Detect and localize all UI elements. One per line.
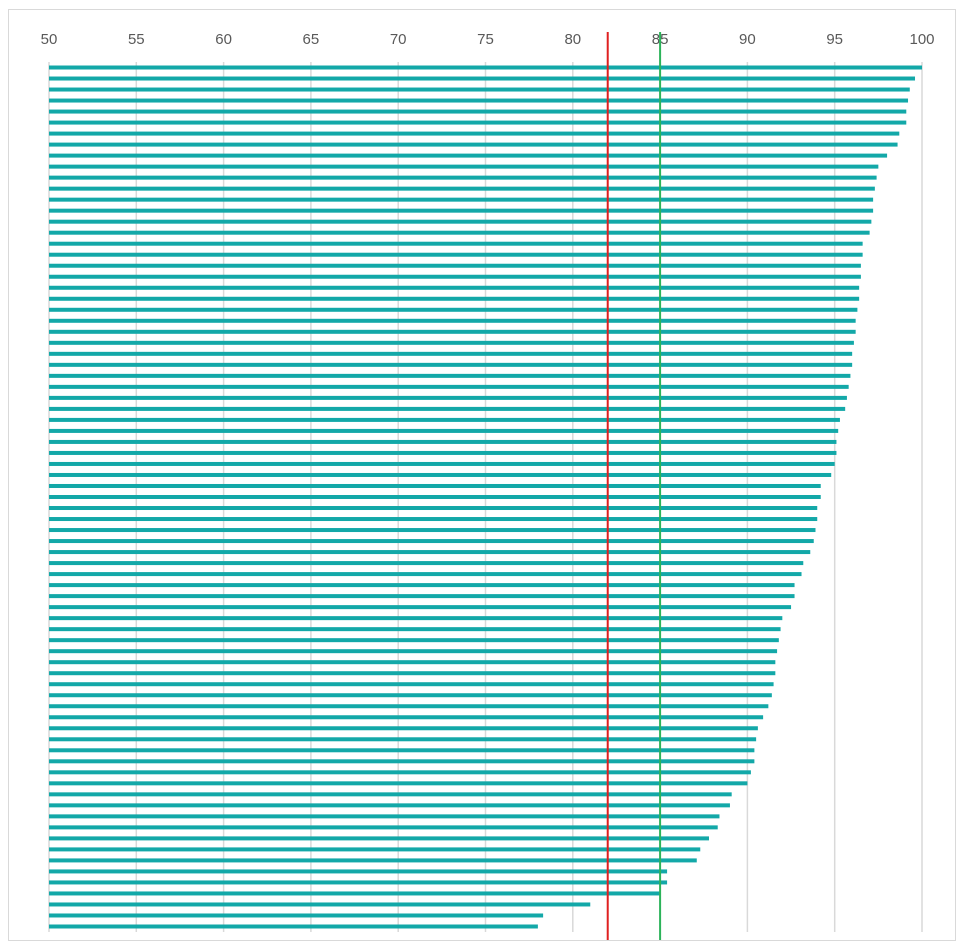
bar — [49, 704, 769, 709]
bar — [49, 649, 778, 654]
bar — [49, 208, 874, 213]
bar — [49, 472, 832, 477]
bar — [49, 131, 900, 136]
bar — [49, 550, 811, 555]
bar — [49, 616, 783, 621]
bar — [49, 814, 720, 819]
bar — [49, 748, 755, 753]
bar — [49, 880, 668, 885]
bar — [49, 76, 916, 81]
bar — [49, 693, 772, 698]
bar — [49, 373, 851, 378]
bar — [49, 737, 757, 742]
x-tick-label: 100 — [909, 31, 934, 48]
bar — [49, 770, 751, 775]
bar — [49, 384, 849, 389]
bar — [49, 406, 846, 411]
bar — [49, 483, 821, 488]
x-tick-label: 65 — [303, 31, 320, 48]
bar — [49, 109, 907, 114]
bar — [49, 660, 776, 665]
bar — [49, 428, 839, 433]
bar — [49, 351, 853, 356]
bar — [49, 230, 870, 235]
bar — [49, 858, 697, 863]
bar — [49, 792, 732, 797]
bar-chart: 50 55 60 65 70 75 80 85 90 95 100 — [41, 31, 935, 940]
bar — [49, 627, 781, 632]
bar — [49, 65, 922, 70]
bar — [49, 759, 755, 764]
bar — [49, 803, 730, 808]
x-tick-label: 60 — [215, 31, 232, 48]
bars — [49, 65, 922, 929]
bar — [49, 307, 858, 312]
x-tick-labels: 50 55 60 65 70 75 80 85 90 95 100 — [41, 31, 935, 48]
bar — [49, 329, 856, 334]
reference-lines — [606, 32, 662, 940]
x-tick-label: 95 — [826, 31, 843, 48]
bar — [49, 825, 718, 830]
bar — [49, 781, 748, 786]
bar — [49, 274, 861, 279]
bar — [49, 285, 860, 290]
bar — [49, 164, 879, 169]
bar — [49, 153, 888, 158]
bar — [49, 142, 898, 147]
bar — [49, 572, 802, 577]
bar — [49, 583, 795, 588]
bar — [49, 318, 856, 323]
bar — [49, 539, 814, 544]
bar — [49, 847, 701, 852]
bar — [49, 638, 779, 643]
bar — [49, 417, 840, 422]
bar — [49, 924, 538, 929]
bar — [49, 561, 804, 566]
bar — [49, 197, 874, 202]
bar — [49, 506, 818, 511]
chart-frame: 50 55 60 65 70 75 80 85 90 95 100 — [8, 9, 956, 941]
bar — [49, 902, 591, 907]
bar — [49, 461, 835, 466]
bar — [49, 495, 821, 499]
bar — [49, 439, 837, 444]
bar — [49, 517, 818, 522]
x-tick-label: 70 — [390, 31, 407, 48]
bar — [49, 98, 909, 103]
bar — [49, 528, 816, 533]
bar — [49, 869, 668, 874]
bar — [49, 241, 863, 246]
bar — [49, 836, 709, 841]
bar — [49, 263, 861, 268]
bar — [49, 252, 863, 257]
bar — [49, 682, 774, 687]
bar — [49, 891, 661, 896]
bar — [49, 450, 837, 455]
bar — [49, 186, 875, 191]
x-tick-label: 50 — [41, 31, 58, 48]
x-tick-label: 80 — [564, 31, 581, 48]
x-tick-label: 75 — [477, 31, 494, 48]
bar — [49, 175, 877, 180]
bar — [49, 87, 910, 92]
bar — [49, 120, 907, 125]
bar — [49, 362, 853, 367]
bar — [49, 594, 795, 599]
x-tick-label: 90 — [739, 31, 756, 48]
bar — [49, 913, 544, 918]
bar — [49, 605, 792, 610]
bar — [49, 219, 872, 224]
x-tick-label: 55 — [128, 31, 145, 48]
bar — [49, 671, 776, 676]
bar — [49, 715, 764, 720]
bar — [49, 726, 758, 731]
bar — [49, 340, 854, 345]
bar — [49, 395, 847, 400]
bar — [49, 296, 860, 301]
